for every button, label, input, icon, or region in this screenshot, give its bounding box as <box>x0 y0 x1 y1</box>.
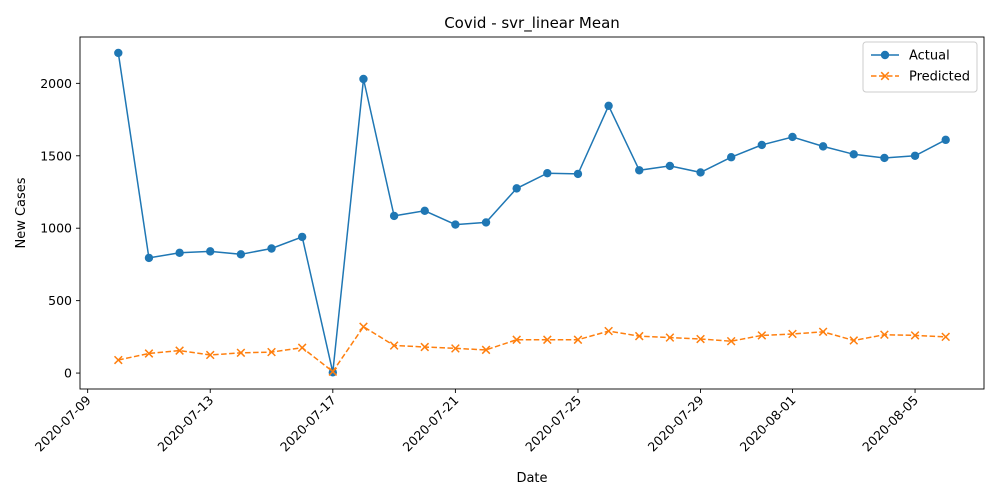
data-point <box>665 161 675 171</box>
data-point <box>359 322 368 332</box>
data-point <box>420 206 429 216</box>
data-point <box>144 253 154 263</box>
y-tick-label: 1500 <box>40 148 72 163</box>
data-point <box>297 343 307 353</box>
data-point <box>236 348 246 358</box>
x-tick-label: 2020-07-09 <box>32 392 94 454</box>
data-point <box>910 151 920 160</box>
data-point <box>941 332 951 342</box>
data-point <box>880 330 889 340</box>
data-point <box>788 132 797 142</box>
data-point <box>420 342 430 352</box>
x-tick-label: 2020-07-17 <box>277 393 339 455</box>
data-point <box>267 244 276 253</box>
data-point <box>880 153 889 163</box>
data-point <box>573 169 583 179</box>
data-point <box>726 336 736 346</box>
y-tick-label: 500 <box>48 293 72 308</box>
legend-label: Predicted <box>909 70 970 85</box>
data-point <box>114 48 123 58</box>
data-point <box>236 250 246 259</box>
data-point <box>512 184 521 193</box>
legend-item-actual: Actual <box>871 49 950 64</box>
legend-marker <box>880 50 890 60</box>
data-point <box>696 334 705 344</box>
data-point <box>175 248 184 258</box>
series-line-predicted <box>118 325 946 373</box>
data-point <box>359 74 368 84</box>
x-axis-label: Date <box>516 471 547 486</box>
y-tick-label: 2000 <box>40 76 72 91</box>
data-point <box>634 331 644 341</box>
data-point <box>297 232 307 242</box>
x-tick-label: 2020-08-05 <box>859 393 921 455</box>
x-tick-label: 2020-08-01 <box>737 393 799 455</box>
data-point <box>941 135 950 145</box>
y-tick-label: 0 <box>64 366 72 381</box>
data-point <box>910 331 920 340</box>
data-point <box>788 329 797 339</box>
data-point <box>328 367 338 376</box>
data-point <box>818 327 828 337</box>
data-point <box>757 331 767 340</box>
plot-area <box>80 37 984 389</box>
data-point <box>389 341 399 350</box>
data-point <box>175 346 184 355</box>
data-point <box>113 355 123 365</box>
data-point <box>849 150 858 159</box>
data-point <box>818 142 828 151</box>
x-tick-label: 2020-07-21 <box>400 393 462 455</box>
data-point <box>757 140 767 150</box>
x-tick-label: 2020-07-13 <box>154 393 216 455</box>
data-point <box>635 166 644 175</box>
data-point <box>389 211 399 221</box>
data-point <box>481 218 491 227</box>
data-point <box>206 247 215 256</box>
data-point <box>543 168 552 178</box>
data-point <box>542 335 552 345</box>
y-axis-label: New Cases <box>14 177 29 248</box>
data-point <box>267 347 276 357</box>
data-point <box>604 326 613 336</box>
series-predicted <box>113 322 951 376</box>
data-point <box>573 335 583 345</box>
data-point <box>451 344 460 353</box>
data-point <box>604 101 613 111</box>
data-point <box>696 168 705 177</box>
data-point <box>451 220 460 229</box>
data-point <box>205 350 215 360</box>
x-tick-label: 2020-07-29 <box>645 392 707 454</box>
data-point <box>144 349 154 358</box>
data-point <box>512 335 522 345</box>
data-point <box>665 333 675 342</box>
x-tick-label: 2020-07-25 <box>522 393 584 455</box>
series-line-actual <box>117 52 947 373</box>
legend-label: Actual <box>909 49 950 64</box>
legend: Actual Predicted <box>862 41 978 93</box>
legend-marker <box>880 71 890 81</box>
data-point <box>481 345 491 355</box>
data-point <box>849 336 859 345</box>
plot-frame <box>79 36 985 390</box>
chart-title: Covid - svr_linear Mean <box>444 14 620 33</box>
legend-item-predicted: Predicted <box>871 70 970 85</box>
y-tick-label: 1000 <box>40 221 72 236</box>
data-point <box>726 153 736 162</box>
